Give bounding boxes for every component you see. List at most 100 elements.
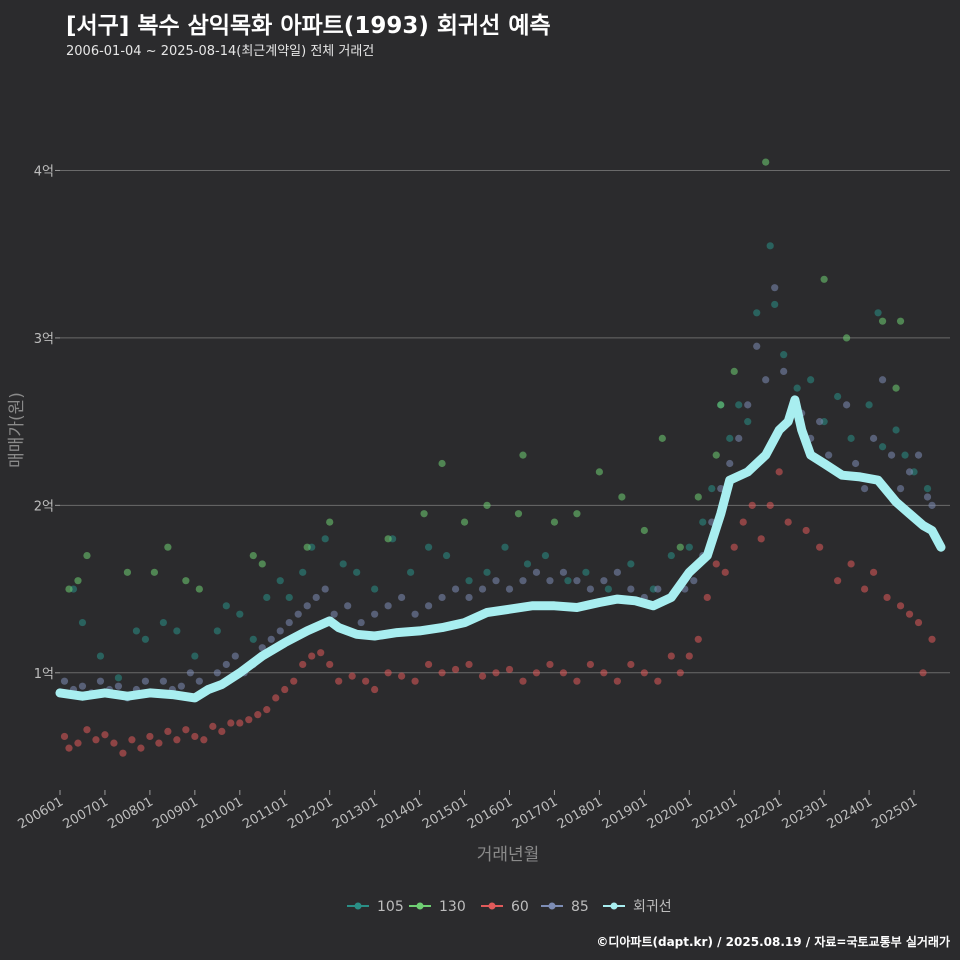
point-105-28 <box>501 543 509 551</box>
point-105-41 <box>726 434 734 442</box>
point-130-8 <box>249 551 257 560</box>
legend-label: 130 <box>439 899 466 915</box>
legend-label: 105 <box>377 899 404 915</box>
point-60-33 <box>362 677 370 685</box>
x-tick-label: 202501 <box>870 794 920 832</box>
point-85-35 <box>398 593 406 602</box>
point-105-48 <box>793 384 801 392</box>
point-85-28 <box>312 593 320 602</box>
point-105-25 <box>442 551 451 560</box>
point-105-27 <box>483 568 491 576</box>
point-105-12 <box>249 635 257 643</box>
point-105-13 <box>263 593 271 602</box>
point-60-7 <box>119 749 127 757</box>
point-85-40 <box>465 593 473 602</box>
point-130-9 <box>258 560 266 568</box>
point-85-0 <box>60 677 69 685</box>
point-105-30 <box>541 551 550 560</box>
legend-label: 60 <box>511 899 529 915</box>
point-105-42 <box>735 401 743 409</box>
point-130-5 <box>164 543 172 551</box>
point-60-28 <box>308 652 316 660</box>
point-130-0 <box>65 585 73 593</box>
x-tick-label: 201501 <box>420 794 470 832</box>
point-85-22 <box>258 644 266 652</box>
point-130-24 <box>658 434 666 442</box>
point-85-11 <box>159 677 167 685</box>
point-105-26 <box>465 577 473 585</box>
point-130-11 <box>326 518 334 526</box>
point-60-62 <box>721 568 729 576</box>
point-130-1 <box>74 577 82 585</box>
point-60-14 <box>182 726 190 734</box>
point-85-13 <box>177 682 185 690</box>
point-105-46 <box>771 300 779 309</box>
point-85-36 <box>411 610 419 618</box>
point-105-36 <box>667 551 675 560</box>
point-85-78 <box>878 376 887 384</box>
legend: 105 130 60 85 회귀선 <box>347 899 672 915</box>
x-axis-title: 거래년월 <box>477 845 540 865</box>
point-60-67 <box>766 501 774 509</box>
point-85-45 <box>532 568 541 576</box>
point-60-54 <box>640 669 648 677</box>
point-60-27 <box>299 660 307 669</box>
point-85-26 <box>294 610 302 618</box>
point-105-7 <box>173 627 181 635</box>
point-85-41 <box>478 585 487 593</box>
x-tick-label: 201201 <box>285 794 335 832</box>
point-60-65 <box>748 501 756 509</box>
x-tick-label: 201101 <box>240 794 290 832</box>
point-60-30 <box>326 660 334 669</box>
point-85-4 <box>96 677 105 685</box>
point-85-23 <box>267 635 275 643</box>
point-60-49 <box>573 677 581 685</box>
point-105-53 <box>865 401 873 409</box>
point-60-18 <box>218 727 226 735</box>
point-60-69 <box>784 518 792 526</box>
point-105-19 <box>339 560 347 568</box>
x-tick-label: 202401 <box>825 794 875 832</box>
point-60-11 <box>155 739 163 747</box>
point-85-57 <box>690 577 698 585</box>
point-60-23 <box>263 706 271 714</box>
chart-title: [서구] 복수 삼익목화 아파트(1993) 회귀선 예측 <box>66 13 551 39</box>
point-60-77 <box>896 602 905 610</box>
x-tick-label: 202101 <box>690 794 740 832</box>
point-130-32 <box>843 334 851 342</box>
point-60-78 <box>905 610 914 618</box>
y-axis: 1억 2억 3억 4억 <box>34 164 60 682</box>
point-85-30 <box>330 610 338 618</box>
point-105-51 <box>834 392 842 401</box>
point-105-43 <box>744 418 752 426</box>
point-85-61 <box>726 459 734 468</box>
point-85-72 <box>825 451 833 459</box>
point-60-59 <box>694 635 702 643</box>
y-tick-label: 4억 <box>34 164 54 179</box>
point-60-57 <box>676 669 684 677</box>
point-105-52 <box>847 434 855 442</box>
point-130-3 <box>123 568 132 576</box>
point-85-47 <box>559 568 568 576</box>
x-tick-label: 201901 <box>600 794 650 832</box>
point-60-38 <box>424 660 433 669</box>
point-60-34 <box>371 685 379 694</box>
point-60-32 <box>348 672 356 680</box>
point-60-26 <box>290 677 298 685</box>
point-105-24 <box>424 543 433 551</box>
point-85-63 <box>744 401 752 409</box>
point-105-8 <box>191 652 199 660</box>
point-85-50 <box>600 577 608 585</box>
point-85-62 <box>735 434 743 442</box>
point-105-21 <box>371 585 379 593</box>
point-105-54 <box>874 309 882 317</box>
point-105-29 <box>523 560 532 568</box>
point-60-76 <box>883 593 891 602</box>
point-60-1 <box>65 744 73 752</box>
x-tick-label: 202201 <box>735 794 785 832</box>
point-85-39 <box>451 585 460 593</box>
point-60-24 <box>272 694 280 702</box>
point-85-74 <box>843 401 851 409</box>
plot-area <box>55 158 946 757</box>
legend-swatch-4 <box>610 902 618 910</box>
